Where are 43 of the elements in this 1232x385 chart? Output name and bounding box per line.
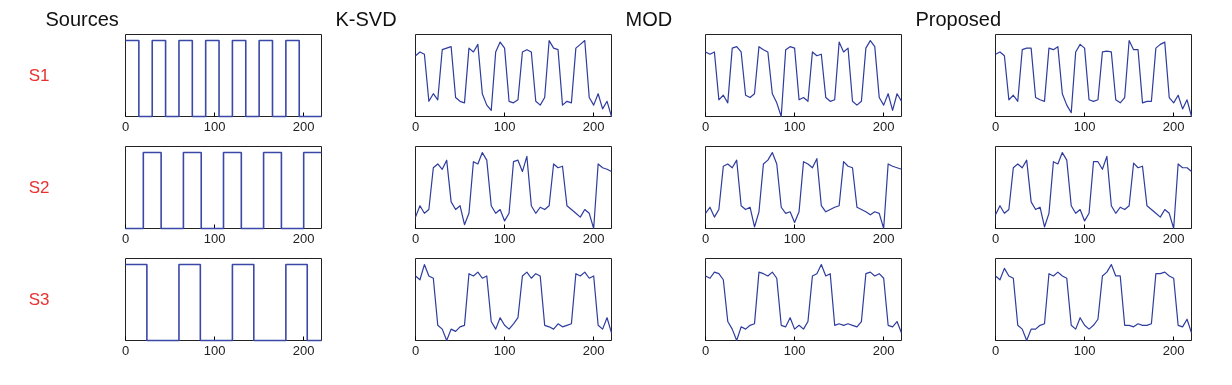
y-axis-title: S1 (28, 66, 50, 85)
x-tick-label: 100 (783, 342, 806, 358)
x-tick-label: 0 (411, 342, 420, 358)
x-tick-label: 0 (701, 118, 710, 134)
x-tick-label: 200 (1162, 118, 1185, 134)
x-tick-label: 0 (991, 118, 1000, 134)
x-tick-label: 200 (1162, 342, 1185, 358)
x-tick-label: 0 (121, 118, 130, 134)
x-tick-label: 200 (582, 118, 605, 134)
x-tick-label: 100 (493, 230, 516, 246)
x-tick-label: 200 (582, 230, 605, 246)
chart-title: Sources (45, 7, 119, 30)
x-tick-label: 0 (991, 230, 1000, 246)
x-tick-label: 100 (1073, 230, 1096, 246)
x-tick-label: 100 (203, 118, 226, 134)
x-tick-label: 0 (411, 230, 420, 246)
x-tick-label: 0 (701, 342, 710, 358)
x-tick-label: 100 (203, 230, 226, 246)
x-tick-label: 0 (991, 342, 1000, 358)
chart-title: Proposed (915, 7, 1002, 30)
x-tick-label: 200 (292, 342, 315, 358)
x-tick-label: 100 (493, 118, 516, 134)
y-axis-title: S3 (28, 290, 50, 309)
chart-title: K-SVD (335, 7, 397, 30)
x-tick-label: 100 (493, 342, 516, 358)
x-tick-label: 100 (1073, 342, 1096, 358)
x-tick-label: 100 (783, 118, 806, 134)
x-tick-label: 200 (872, 342, 895, 358)
x-tick-label: 200 (872, 118, 895, 134)
x-tick-label: 200 (292, 118, 315, 134)
chart-title: MOD (625, 7, 673, 30)
x-tick-label: 0 (701, 230, 710, 246)
x-tick-label: 200 (872, 230, 895, 246)
x-tick-label: 200 (582, 342, 605, 358)
x-tick-label: 0 (411, 118, 420, 134)
y-axis-title: S2 (28, 178, 50, 197)
x-tick-label: 200 (292, 230, 315, 246)
x-tick-label: 0 (121, 342, 130, 358)
x-tick-label: 100 (203, 342, 226, 358)
x-tick-label: 100 (1073, 118, 1096, 134)
x-tick-label: 200 (1162, 230, 1185, 246)
x-tick-label: 0 (121, 230, 130, 246)
x-tick-label: 100 (783, 230, 806, 246)
